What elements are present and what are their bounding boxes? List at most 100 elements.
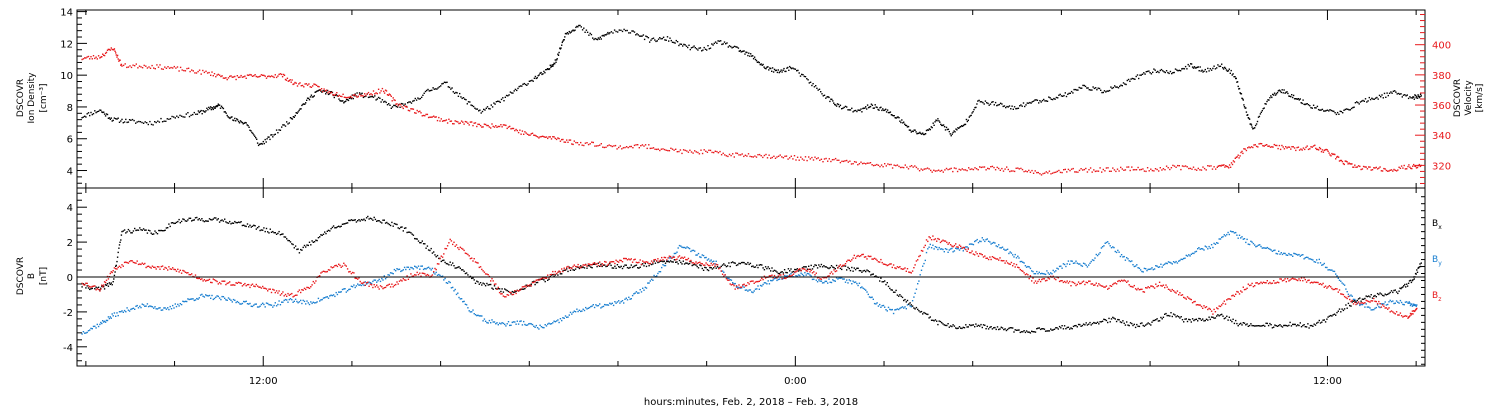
velocity-point — [586, 142, 588, 144]
ion-density-point — [768, 69, 770, 71]
ion-density-point — [309, 96, 312, 98]
ion-density-point — [688, 44, 690, 46]
by-point — [547, 323, 549, 325]
ion-density-point — [222, 107, 225, 110]
bz-point — [197, 277, 199, 280]
bx-point — [97, 286, 100, 288]
bx-point — [114, 271, 116, 273]
by-point — [804, 272, 806, 274]
by-point — [1176, 262, 1179, 264]
by-point — [652, 279, 654, 281]
by-point — [937, 248, 939, 251]
velocity-point — [754, 155, 756, 157]
by-point — [658, 271, 660, 273]
by-point — [1052, 269, 1054, 272]
by-point — [830, 281, 833, 284]
bx-point — [879, 280, 881, 282]
bx-point — [946, 324, 948, 327]
bz-point — [303, 287, 306, 290]
bz-point — [415, 274, 417, 276]
bx-point — [395, 223, 397, 225]
bz-point — [107, 278, 110, 280]
bz-point — [757, 280, 759, 283]
by-point — [1248, 243, 1251, 246]
by-point — [582, 308, 584, 310]
velocity-point — [1311, 146, 1313, 148]
bz-point — [378, 288, 380, 290]
bx-point — [802, 266, 805, 268]
bx-point — [1088, 323, 1090, 325]
ion-density-point — [1054, 98, 1056, 100]
by-point — [1124, 259, 1127, 261]
ion-density-point — [1380, 96, 1382, 98]
ion-density-point — [732, 46, 734, 48]
by-point — [868, 296, 871, 298]
bx-point — [492, 288, 494, 290]
ion-density-point — [567, 33, 569, 35]
ion-density-point — [707, 45, 709, 47]
bz-point — [283, 295, 285, 297]
bx-point — [707, 269, 710, 272]
bz-point — [825, 277, 828, 279]
ion-density-point — [1368, 96, 1370, 99]
velocity-point — [208, 71, 210, 74]
bx-point — [590, 266, 592, 268]
bz-point — [463, 249, 465, 252]
velocity-point — [1126, 166, 1128, 168]
ion-density-point — [1330, 109, 1332, 112]
bz-point — [851, 259, 853, 261]
by-point — [196, 297, 198, 300]
bz-point — [816, 277, 819, 279]
ion-density-point — [142, 122, 145, 124]
ion-density-point — [610, 31, 613, 33]
velocity-point — [1042, 172, 1044, 175]
bx-point — [1118, 319, 1120, 321]
by-point — [497, 324, 499, 326]
bz-point — [500, 293, 502, 295]
by-point — [179, 303, 181, 305]
ion-density-point — [720, 40, 722, 42]
velocity-point — [226, 78, 228, 81]
ion-density-point — [753, 56, 756, 58]
by-point — [1067, 260, 1070, 262]
bx-point — [1392, 291, 1394, 294]
ion-density-point — [623, 28, 625, 31]
by-point — [1237, 237, 1239, 239]
bz-point — [838, 265, 840, 267]
bx-point — [174, 222, 176, 224]
by-point — [554, 321, 556, 323]
by-point — [258, 306, 260, 308]
bx-point — [574, 268, 577, 270]
bz-point — [582, 264, 584, 266]
ion-density-point — [1274, 94, 1277, 96]
bx-point — [1031, 330, 1033, 332]
bx-point — [150, 232, 152, 234]
bz-point — [612, 261, 615, 263]
ion-density-point — [783, 67, 785, 70]
bx-point — [329, 230, 331, 232]
ion-density-point — [1204, 68, 1206, 71]
bz-point — [759, 279, 762, 281]
by-point — [417, 265, 420, 267]
ion-density-point — [409, 101, 411, 103]
velocity-point — [914, 165, 916, 167]
by-point — [572, 311, 574, 314]
by-point — [891, 308, 893, 311]
ion-density-point — [885, 111, 888, 113]
ion-density-point — [256, 138, 258, 140]
ion-density-point — [450, 88, 452, 90]
by-point — [1186, 255, 1189, 257]
bz-point — [677, 256, 679, 258]
bz-point — [243, 284, 245, 286]
by-point — [1028, 266, 1030, 268]
bx-point — [949, 325, 952, 327]
velocity-point — [895, 164, 897, 167]
velocity-point — [1001, 167, 1003, 170]
bx-point — [169, 225, 171, 228]
velocity-point — [1199, 169, 1201, 171]
bz-point — [403, 279, 406, 281]
by-point — [1200, 248, 1203, 250]
ion-density-point — [1057, 97, 1059, 99]
ion-density-point — [917, 132, 919, 135]
velocity-point — [1266, 144, 1268, 146]
